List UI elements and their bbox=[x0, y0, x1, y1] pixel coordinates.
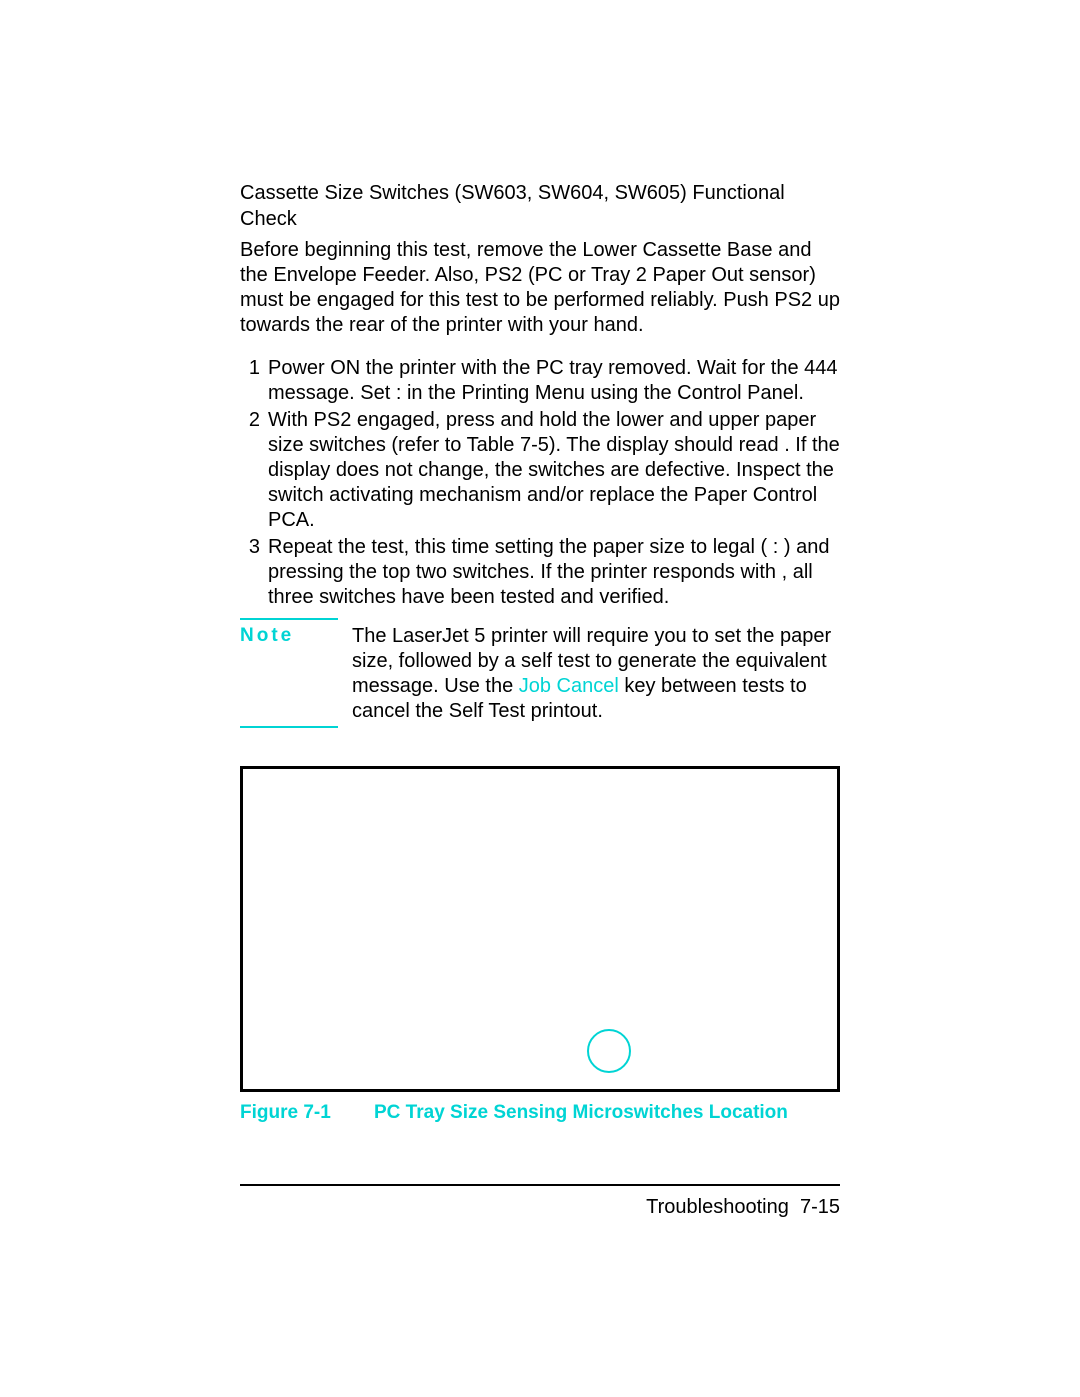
step-body: Power ON the printer with the PC tray re… bbox=[268, 356, 840, 406]
step-code: 444 bbox=[804, 357, 837, 379]
note-text: The LaserJet 5 printer will require you … bbox=[352, 625, 831, 672]
step-number: 1 bbox=[240, 356, 260, 406]
figure-callout-circle bbox=[587, 1029, 631, 1073]
note-text: message. Use the bbox=[352, 675, 519, 697]
step-text: message. Set bbox=[268, 382, 396, 404]
step-code: : bbox=[773, 536, 779, 558]
step-number: 2 bbox=[240, 408, 260, 533]
note-body: The LaserJet 5 printer will require you … bbox=[352, 624, 840, 724]
figure-caption: Figure 7-1 PC Tray Size Sensing Microswi… bbox=[240, 1102, 840, 1124]
note-key-label: Job Cancel bbox=[519, 675, 619, 697]
step-text: With PS2 engaged, press and hold the low… bbox=[268, 409, 816, 456]
footer-page-number: 7-15 bbox=[800, 1196, 840, 1218]
page-content: Cassette Size Switches (SW603, SW604, SW… bbox=[240, 180, 840, 1219]
section-heading: Cassette Size Switches (SW603, SW604, SW… bbox=[240, 180, 840, 232]
step-body: With PS2 engaged, press and hold the low… bbox=[268, 408, 840, 533]
step-text: Power ON the printer with the PC tray re… bbox=[268, 357, 804, 379]
figure-box bbox=[240, 766, 840, 1092]
step-text: in the Printing Menu using the Control P… bbox=[407, 382, 804, 404]
step-number: 3 bbox=[240, 535, 260, 610]
note-label: Note bbox=[240, 625, 294, 646]
list-item: 2 With PS2 engaged, press and hold the l… bbox=[240, 408, 840, 533]
list-item: 3 Repeat the test, this time setting the… bbox=[240, 535, 840, 610]
step-body: Repeat the test, this time setting the p… bbox=[268, 535, 840, 610]
page-footer: Troubleshooting 7-15 bbox=[240, 1196, 840, 1219]
list-item: 1 Power ON the printer with the PC tray … bbox=[240, 356, 840, 406]
intro-paragraph: Before beginning this test, remove the L… bbox=[240, 238, 840, 338]
note-top-rule bbox=[240, 618, 338, 620]
step-code: : bbox=[396, 382, 402, 404]
figure-title: PC Tray Size Sensing Microswitches Locat… bbox=[374, 1102, 788, 1124]
footer-rule bbox=[240, 1184, 840, 1186]
note-block: Note The LaserJet 5 printer will require… bbox=[240, 624, 840, 724]
figure-number: Figure 7-1 bbox=[240, 1102, 374, 1124]
steps-list: 1 Power ON the printer with the PC tray … bbox=[240, 356, 840, 610]
step-text: Repeat the test, this time setting the p… bbox=[268, 536, 767, 558]
note-label-container: Note bbox=[240, 624, 352, 724]
footer-section: Troubleshooting bbox=[646, 1196, 789, 1218]
note-bottom-rule bbox=[240, 726, 338, 728]
